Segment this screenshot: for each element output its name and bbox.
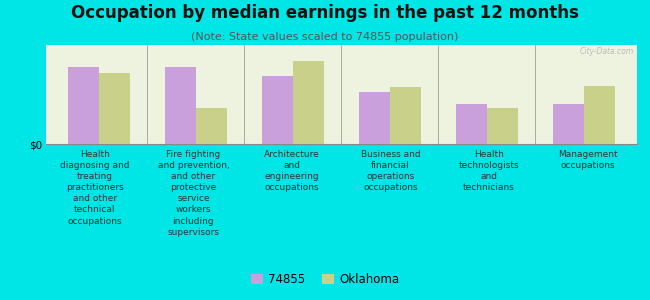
Bar — [487, 108, 518, 144]
Text: Architecture
and
engineering
occupations: Architecture and engineering occupations — [264, 150, 320, 192]
Legend: 74855, Oklahoma: 74855, Oklahoma — [246, 269, 404, 291]
Bar — [164, 67, 196, 144]
Bar — [99, 73, 130, 144]
Bar — [456, 104, 487, 144]
Text: (Note: State values scaled to 74855 population): (Note: State values scaled to 74855 popu… — [191, 32, 459, 41]
Bar — [196, 108, 227, 144]
Bar — [390, 87, 421, 144]
Text: Business and
financial
operations
occupations: Business and financial operations occupa… — [361, 150, 421, 192]
Bar — [584, 85, 615, 144]
Text: Health
diagnosing and
treating
practitioners
and other
technical
occupations: Health diagnosing and treating practitio… — [60, 150, 129, 226]
Bar — [292, 61, 324, 144]
Bar — [68, 67, 99, 144]
Bar — [262, 76, 292, 144]
Text: Occupation by median earnings in the past 12 months: Occupation by median earnings in the pas… — [71, 4, 579, 22]
Text: City-Data.com: City-Data.com — [580, 47, 634, 56]
Bar — [359, 92, 390, 144]
Bar — [552, 104, 584, 144]
Text: Health
technologists
and
technicians: Health technologists and technicians — [459, 150, 519, 192]
Text: Fire fighting
and prevention,
and other
protective
service
workers
including
sup: Fire fighting and prevention, and other … — [157, 150, 229, 237]
Text: Management
occupations: Management occupations — [558, 150, 618, 170]
